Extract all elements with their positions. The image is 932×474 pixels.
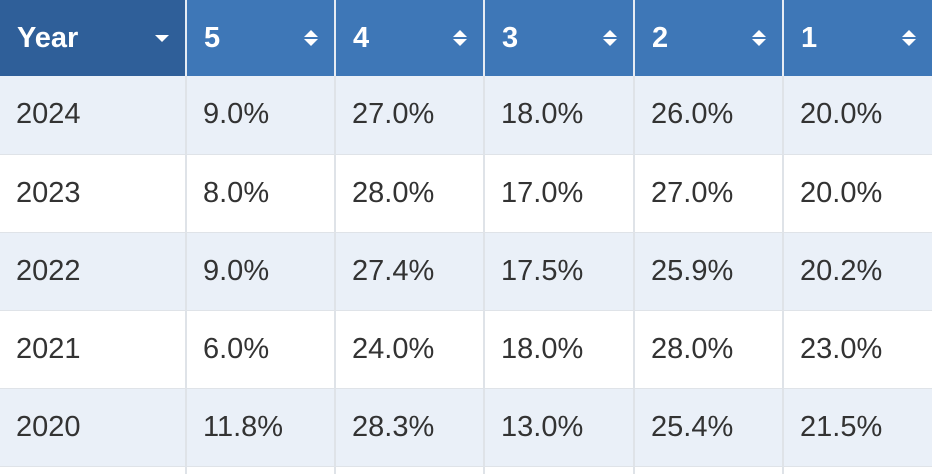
column-header-label: 3 [502, 21, 519, 54]
value-cell: 27.0% [634, 154, 784, 233]
table-row: 2020 11.8% 28.3% 13.0% 25.4% 21.5% [0, 388, 932, 467]
column-header-5[interactable]: 5 [186, 0, 336, 76]
table-body: 2024 9.0% 27.0% 18.0% 26.0% 20.0% 2023 8… [0, 76, 932, 474]
value-cell: 20.0% [783, 154, 932, 233]
year-cell: 2022 [0, 232, 187, 311]
value-cell: 27.4% [335, 232, 485, 311]
value-cell: 20.2% [783, 232, 932, 311]
year-cell: 2021 [0, 310, 187, 389]
year-cell: 2020 [0, 388, 187, 467]
value-cell: 9.0% [186, 232, 336, 311]
value-cell: 21.5% [783, 388, 932, 467]
value-cell: 24.0% [335, 310, 485, 389]
column-header-label: Year [17, 21, 79, 54]
table-row: 2022 9.0% 27.4% 17.5% 25.9% 20.2% [0, 232, 932, 311]
empty-cell [186, 466, 336, 474]
value-cell: 23.0% [783, 310, 932, 389]
column-header-2[interactable]: 2 [634, 0, 784, 76]
value-cell: 28.3% [335, 388, 485, 467]
chevron-down-icon[interactable] [155, 34, 169, 42]
column-header-1[interactable]: 1 [783, 0, 932, 76]
value-cell: 28.0% [335, 154, 485, 233]
value-cell: 26.0% [634, 76, 784, 155]
value-cell: 20.0% [783, 76, 932, 155]
value-cell: 28.0% [634, 310, 784, 389]
column-header-year[interactable]: Year [0, 0, 187, 76]
column-header-label: 1 [801, 21, 818, 54]
empty-cell [335, 466, 485, 474]
table-header: Year 5 4 3 [0, 0, 932, 76]
value-cell: 25.4% [634, 388, 784, 467]
column-header-label: 2 [652, 21, 669, 54]
column-header-4[interactable]: 4 [335, 0, 485, 76]
empty-cell [634, 466, 784, 474]
column-header-label: 5 [204, 21, 221, 54]
sort-icon[interactable] [752, 30, 766, 46]
sort-icon[interactable] [603, 30, 617, 46]
value-cell: 13.0% [484, 388, 635, 467]
empty-cell [0, 466, 187, 474]
sort-icon[interactable] [902, 30, 916, 46]
table-row: 2021 6.0% 24.0% 18.0% 28.0% 23.0% [0, 310, 932, 389]
year-cell: 2023 [0, 154, 187, 233]
sort-icon[interactable] [453, 30, 467, 46]
year-cell: 2024 [0, 76, 187, 155]
table-row: 2024 9.0% 27.0% 18.0% 26.0% 20.0% [0, 76, 932, 155]
column-header-3[interactable]: 3 [484, 0, 635, 76]
empty-cell [783, 466, 932, 474]
empty-cell [484, 466, 635, 474]
value-cell: 8.0% [186, 154, 336, 233]
value-cell: 18.0% [484, 310, 635, 389]
value-cell: 17.0% [484, 154, 635, 233]
table-row [0, 466, 932, 474]
value-cell: 18.0% [484, 76, 635, 155]
value-cell: 27.0% [335, 76, 485, 155]
value-cell: 6.0% [186, 310, 336, 389]
value-cell: 11.8% [186, 388, 336, 467]
header-row: Year 5 4 3 [0, 0, 932, 76]
value-cell: 9.0% [186, 76, 336, 155]
value-cell: 25.9% [634, 232, 784, 311]
table-row: 2023 8.0% 28.0% 17.0% 27.0% 20.0% [0, 154, 932, 233]
value-cell: 17.5% [484, 232, 635, 311]
sort-icon[interactable] [304, 30, 318, 46]
column-header-label: 4 [353, 21, 370, 54]
